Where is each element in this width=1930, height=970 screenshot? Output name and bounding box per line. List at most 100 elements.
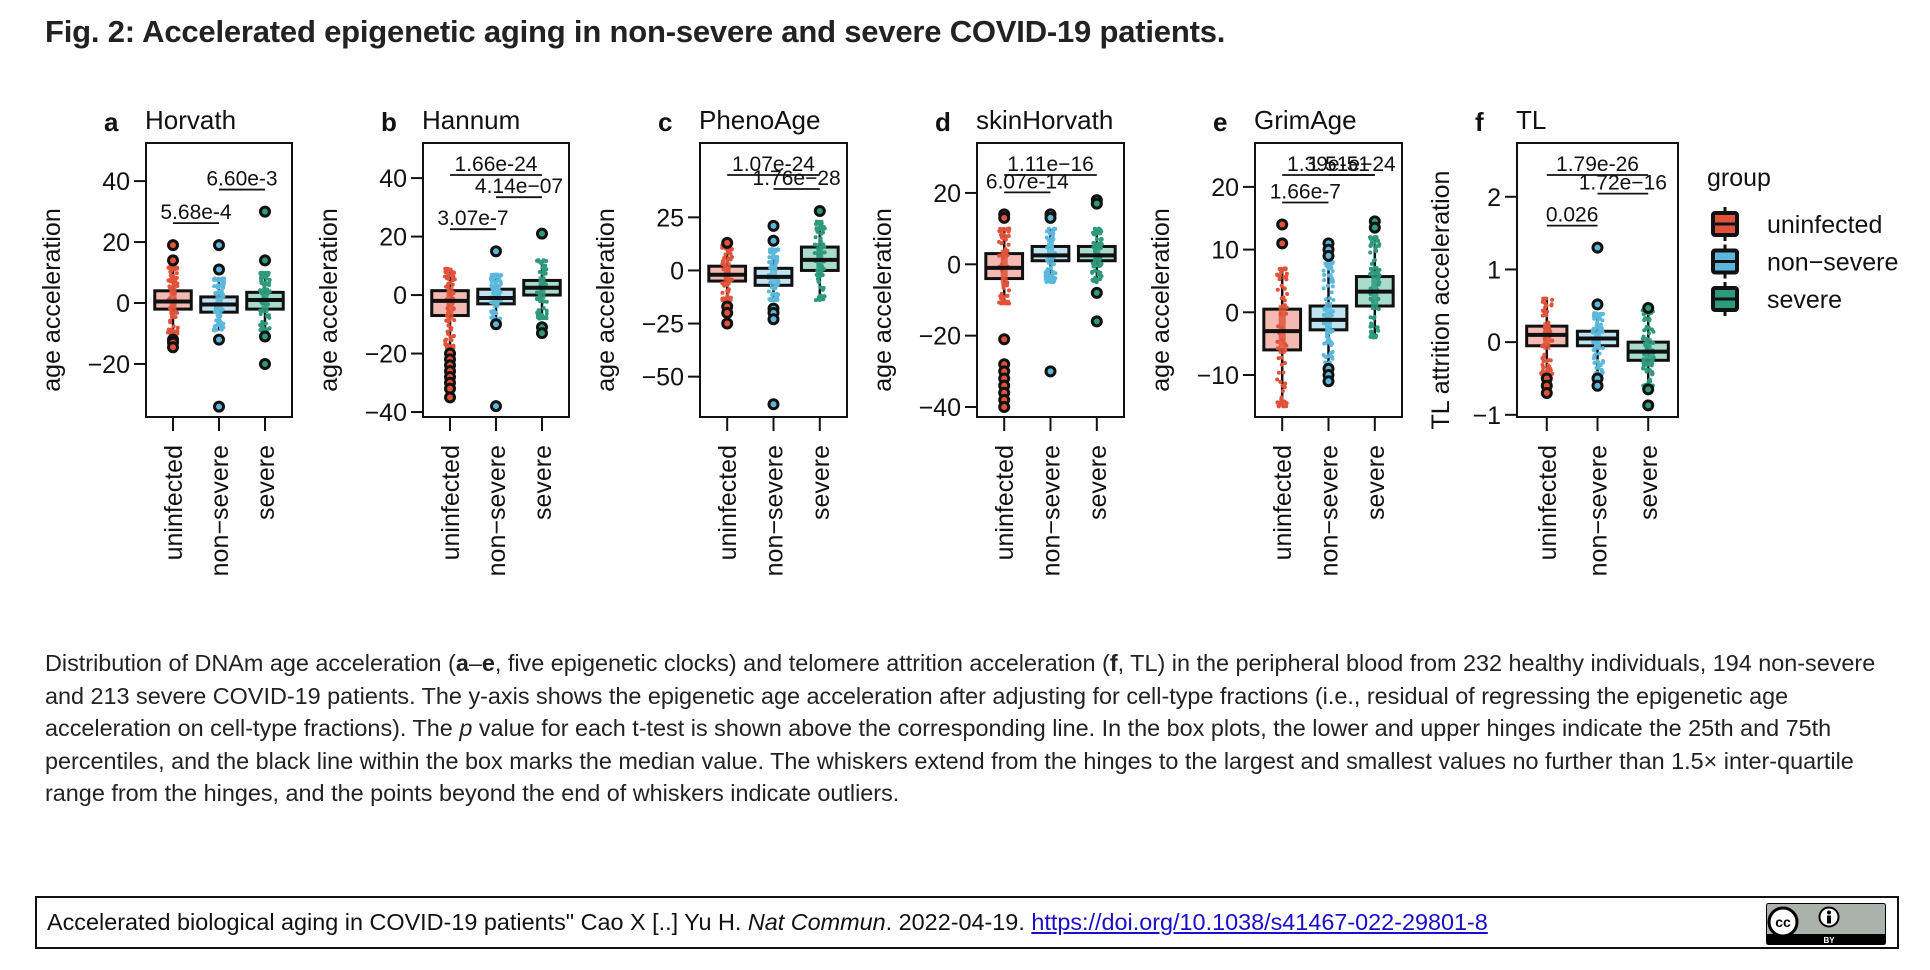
outlier-point: [721, 236, 734, 249]
legend-key-icon: [1711, 282, 1739, 316]
data-point: [260, 319, 265, 324]
panel-letter: e: [1213, 107, 1227, 137]
data-point: [1281, 370, 1286, 375]
data-point: [1641, 366, 1646, 371]
data-point: [767, 260, 772, 265]
legend-key-icon: [1711, 244, 1739, 279]
data-point: [1325, 354, 1330, 359]
data-point: [1370, 332, 1375, 337]
outlier-point: [258, 330, 271, 343]
data-point: [1007, 226, 1012, 231]
data-point: [1368, 324, 1373, 329]
data-point: [452, 270, 457, 275]
data-point: [448, 335, 453, 340]
data-point: [541, 306, 546, 311]
data-point: [821, 230, 826, 235]
outlier-point: [1591, 379, 1604, 392]
data-point: [820, 227, 825, 232]
data-point: [1368, 243, 1373, 248]
data-point: [726, 249, 731, 254]
data-point: [816, 276, 821, 281]
data-point: [1597, 313, 1602, 318]
outlier-point: [813, 204, 826, 217]
data-point: [1276, 370, 1281, 375]
data-point: [1650, 369, 1655, 374]
data-point: [1050, 231, 1055, 236]
panel-title: PhenoAge: [699, 105, 820, 135]
data-point: [1093, 263, 1098, 268]
data-point: [720, 290, 725, 295]
data-point: [1323, 297, 1328, 302]
panel-b: b Hannum 40 20 0 −20 −40 age acceleration uninfe…: [315, 105, 570, 576]
outlier-point: [767, 219, 780, 232]
p-value-label: 1.66e-7: [1270, 181, 1341, 204]
box-severe: [1626, 301, 1670, 412]
data-point: [495, 273, 500, 278]
data-point: [998, 233, 1003, 238]
data-point-strip: [446, 286, 454, 320]
data-point: [1099, 237, 1104, 242]
data-point: [725, 296, 730, 301]
data-point: [1599, 367, 1604, 372]
data-point: [212, 284, 217, 289]
outlier-point: [213, 263, 225, 276]
data-point: [451, 343, 456, 348]
data-point: [1280, 388, 1285, 393]
x-tick-label: severe: [252, 445, 280, 520]
y-tick-label: 0: [393, 282, 407, 310]
x-tick-label: uninfected: [991, 445, 1019, 560]
data-point: [218, 322, 223, 327]
data-point: [1279, 355, 1284, 360]
x-tick-label: non−severe: [1316, 445, 1344, 576]
data-point: [770, 297, 775, 302]
license-label: BY: [1823, 936, 1835, 945]
p-value-label: 0.026: [1546, 204, 1599, 227]
data-point: [1090, 270, 1095, 275]
data-point: [1548, 358, 1553, 363]
data-point: [1276, 356, 1281, 361]
p-value-label: 4.14e−07: [475, 175, 563, 198]
outlier-point: [1044, 211, 1057, 224]
data-point: [1376, 243, 1381, 248]
box-uninfected: [1525, 296, 1569, 400]
data-point: [1646, 331, 1651, 336]
data-point: [543, 271, 548, 276]
data-point: [1369, 261, 1374, 266]
data-point: [1324, 263, 1329, 268]
outlier-point: [721, 306, 734, 319]
data-point: [220, 285, 225, 290]
p-value-label: 3.07e-7: [437, 207, 508, 230]
panel-d: d skinHorvath 20 0 −20 −40 age acceleration uni…: [869, 105, 1125, 576]
data-point: [446, 343, 451, 348]
panel-title: skinHorvath: [976, 105, 1113, 135]
y-axis-title: age acceleration: [38, 208, 66, 391]
y-tick-label: −40: [365, 399, 407, 427]
doi-link[interactable]: https://doi.org/10.1038/s41467-022-29801…: [1031, 909, 1488, 935]
data-point: [1006, 234, 1011, 239]
data-point: [729, 277, 734, 282]
y-tick-label: 0: [1487, 329, 1501, 357]
data-point: [1283, 381, 1288, 386]
data-point: [1277, 277, 1282, 282]
data-point: [541, 264, 546, 269]
outlier-point: [535, 327, 548, 340]
cc-by-icon[interactable]: cc BY: [1766, 903, 1886, 945]
data-point: [444, 270, 449, 275]
citation-date: . 2022-04-19.: [885, 909, 1032, 935]
y-tick-label: 40: [102, 168, 130, 196]
caption-segment: , TL) in the peripheral blood from 232 h…: [45, 650, 1876, 741]
p-value-label: 1.66e-24: [455, 153, 538, 176]
data-point: [212, 276, 217, 281]
data-point: [212, 324, 217, 329]
data-point: [258, 308, 263, 313]
data-point: [1647, 377, 1652, 382]
data-point: [1540, 356, 1545, 361]
box-severe: [522, 227, 562, 340]
caption-text: Distribution of DNAm age acceleration (a…: [45, 647, 1885, 810]
y-axis-title: TL attrition acceleration: [1427, 171, 1455, 430]
data-point: [1641, 334, 1646, 339]
outlier-point: [1090, 286, 1103, 299]
data-point: [216, 276, 221, 281]
data-point: [168, 266, 173, 271]
data-point: [1331, 298, 1336, 303]
